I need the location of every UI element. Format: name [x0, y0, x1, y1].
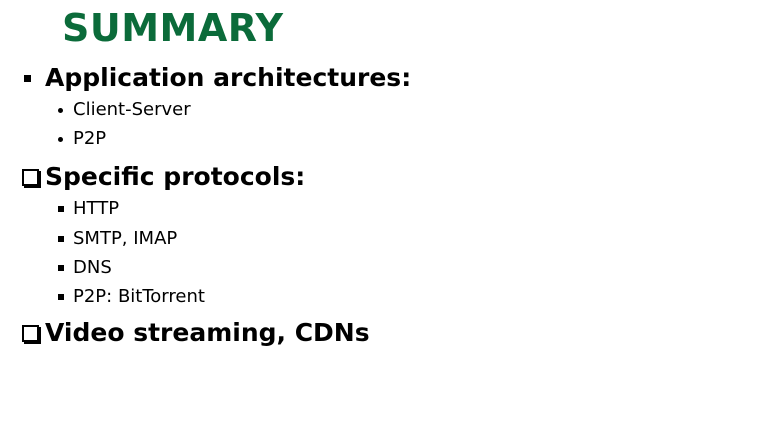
square-bullet-icon [58, 236, 64, 242]
dot-bullet-icon [58, 136, 63, 142]
square-bullet-icon [58, 206, 64, 212]
list-item-client-server: Client-Server [58, 98, 191, 122]
dot-bullet-icon [58, 107, 63, 113]
list-item-text: Client-Server [73, 99, 191, 120]
section-heading-application-architectures: Application architectures: [22, 63, 411, 93]
section-heading-text: Specific protocols: [45, 162, 306, 191]
hollow-box-bullet-icon [22, 168, 39, 186]
list-item-text: SMTP, IMAP [73, 228, 178, 249]
list-item-text: P2P [73, 128, 107, 149]
list-item-p2p: P2P [58, 127, 106, 151]
list-item-dns: DNS [58, 256, 112, 280]
list-item-p2p-bittorrent: P2P: BitTorrent [58, 285, 205, 309]
slide-title: SUMMARY [62, 6, 284, 50]
section-heading-specific-protocols: Specific protocols: [22, 162, 305, 192]
square-bullet-icon [24, 74, 31, 82]
list-item-text: P2P: BitTorrent [73, 286, 205, 307]
section-heading-video-streaming: Video streaming, CDNs [22, 318, 370, 348]
list-item-smtp-imap: SMTP, IMAP [58, 227, 177, 251]
section-heading-text: Application architectures: [45, 63, 412, 92]
square-bullet-icon [58, 294, 64, 300]
hollow-box-bullet-icon [22, 324, 39, 342]
list-item-text: HTTP [73, 198, 120, 219]
square-bullet-icon [58, 265, 64, 271]
list-item-text: DNS [73, 257, 112, 278]
section-heading-text: Video streaming, CDNs [45, 318, 370, 347]
list-item-http: HTTP [58, 197, 119, 221]
